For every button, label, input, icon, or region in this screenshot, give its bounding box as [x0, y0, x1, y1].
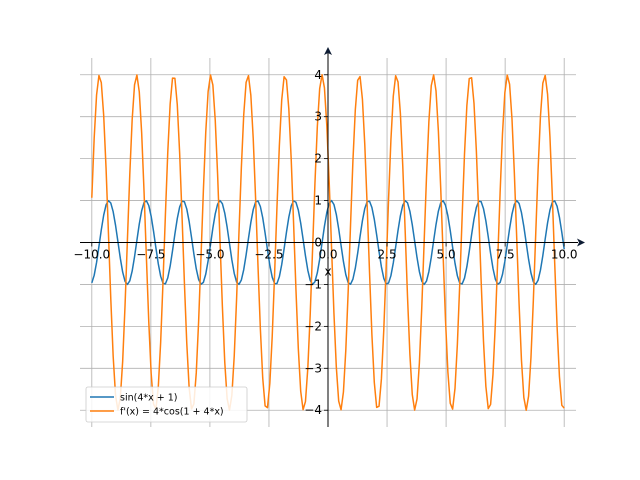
x-tick-label: 0.0 [318, 248, 337, 262]
x-tick-label: −7.5 [136, 248, 165, 262]
tick-labels: −10.0 −7.5 −5.0 −2.5 0.0 2.5 5.0 7.5 10.0 −4 −3 −2 −… [73, 68, 577, 417]
x-tick-label: −10.0 [73, 248, 110, 262]
x-tick-label: 2.5 [378, 248, 397, 262]
x-axis-label: x [324, 265, 331, 279]
y-tick-label: −4 [304, 403, 322, 417]
y-tick-label: −2 [304, 319, 322, 333]
legend: sin(4*x + 1) f'(x) = 4*cos(1 + 4*x) [85, 386, 248, 423]
legend-box [85, 386, 248, 423]
x-tick-label: −2.5 [254, 248, 283, 262]
y-tick-label: −3 [304, 361, 322, 375]
y-tick-label: 0 [314, 236, 322, 250]
y-axis-arrow [324, 47, 332, 55]
y-tick-label: −1 [304, 277, 322, 291]
x-tick-label: −5.0 [195, 248, 224, 262]
y-tick-label: 2 [314, 152, 322, 166]
y-tick-label: 4 [314, 68, 322, 82]
legend-label-1: sin(4*x + 1) [120, 393, 177, 404]
x-tick-label: 5.0 [437, 248, 456, 262]
y-tick-label: 1 [314, 194, 322, 208]
x-tick-label: 7.5 [496, 248, 515, 262]
legend-label-2: f'(x) = 4*cos(1 + 4*x) [120, 407, 224, 418]
axes [80, 47, 585, 427]
y-tick-label: 3 [314, 110, 322, 124]
x-axis-arrow [577, 238, 585, 247]
x-tick-label: 10.0 [551, 248, 578, 262]
